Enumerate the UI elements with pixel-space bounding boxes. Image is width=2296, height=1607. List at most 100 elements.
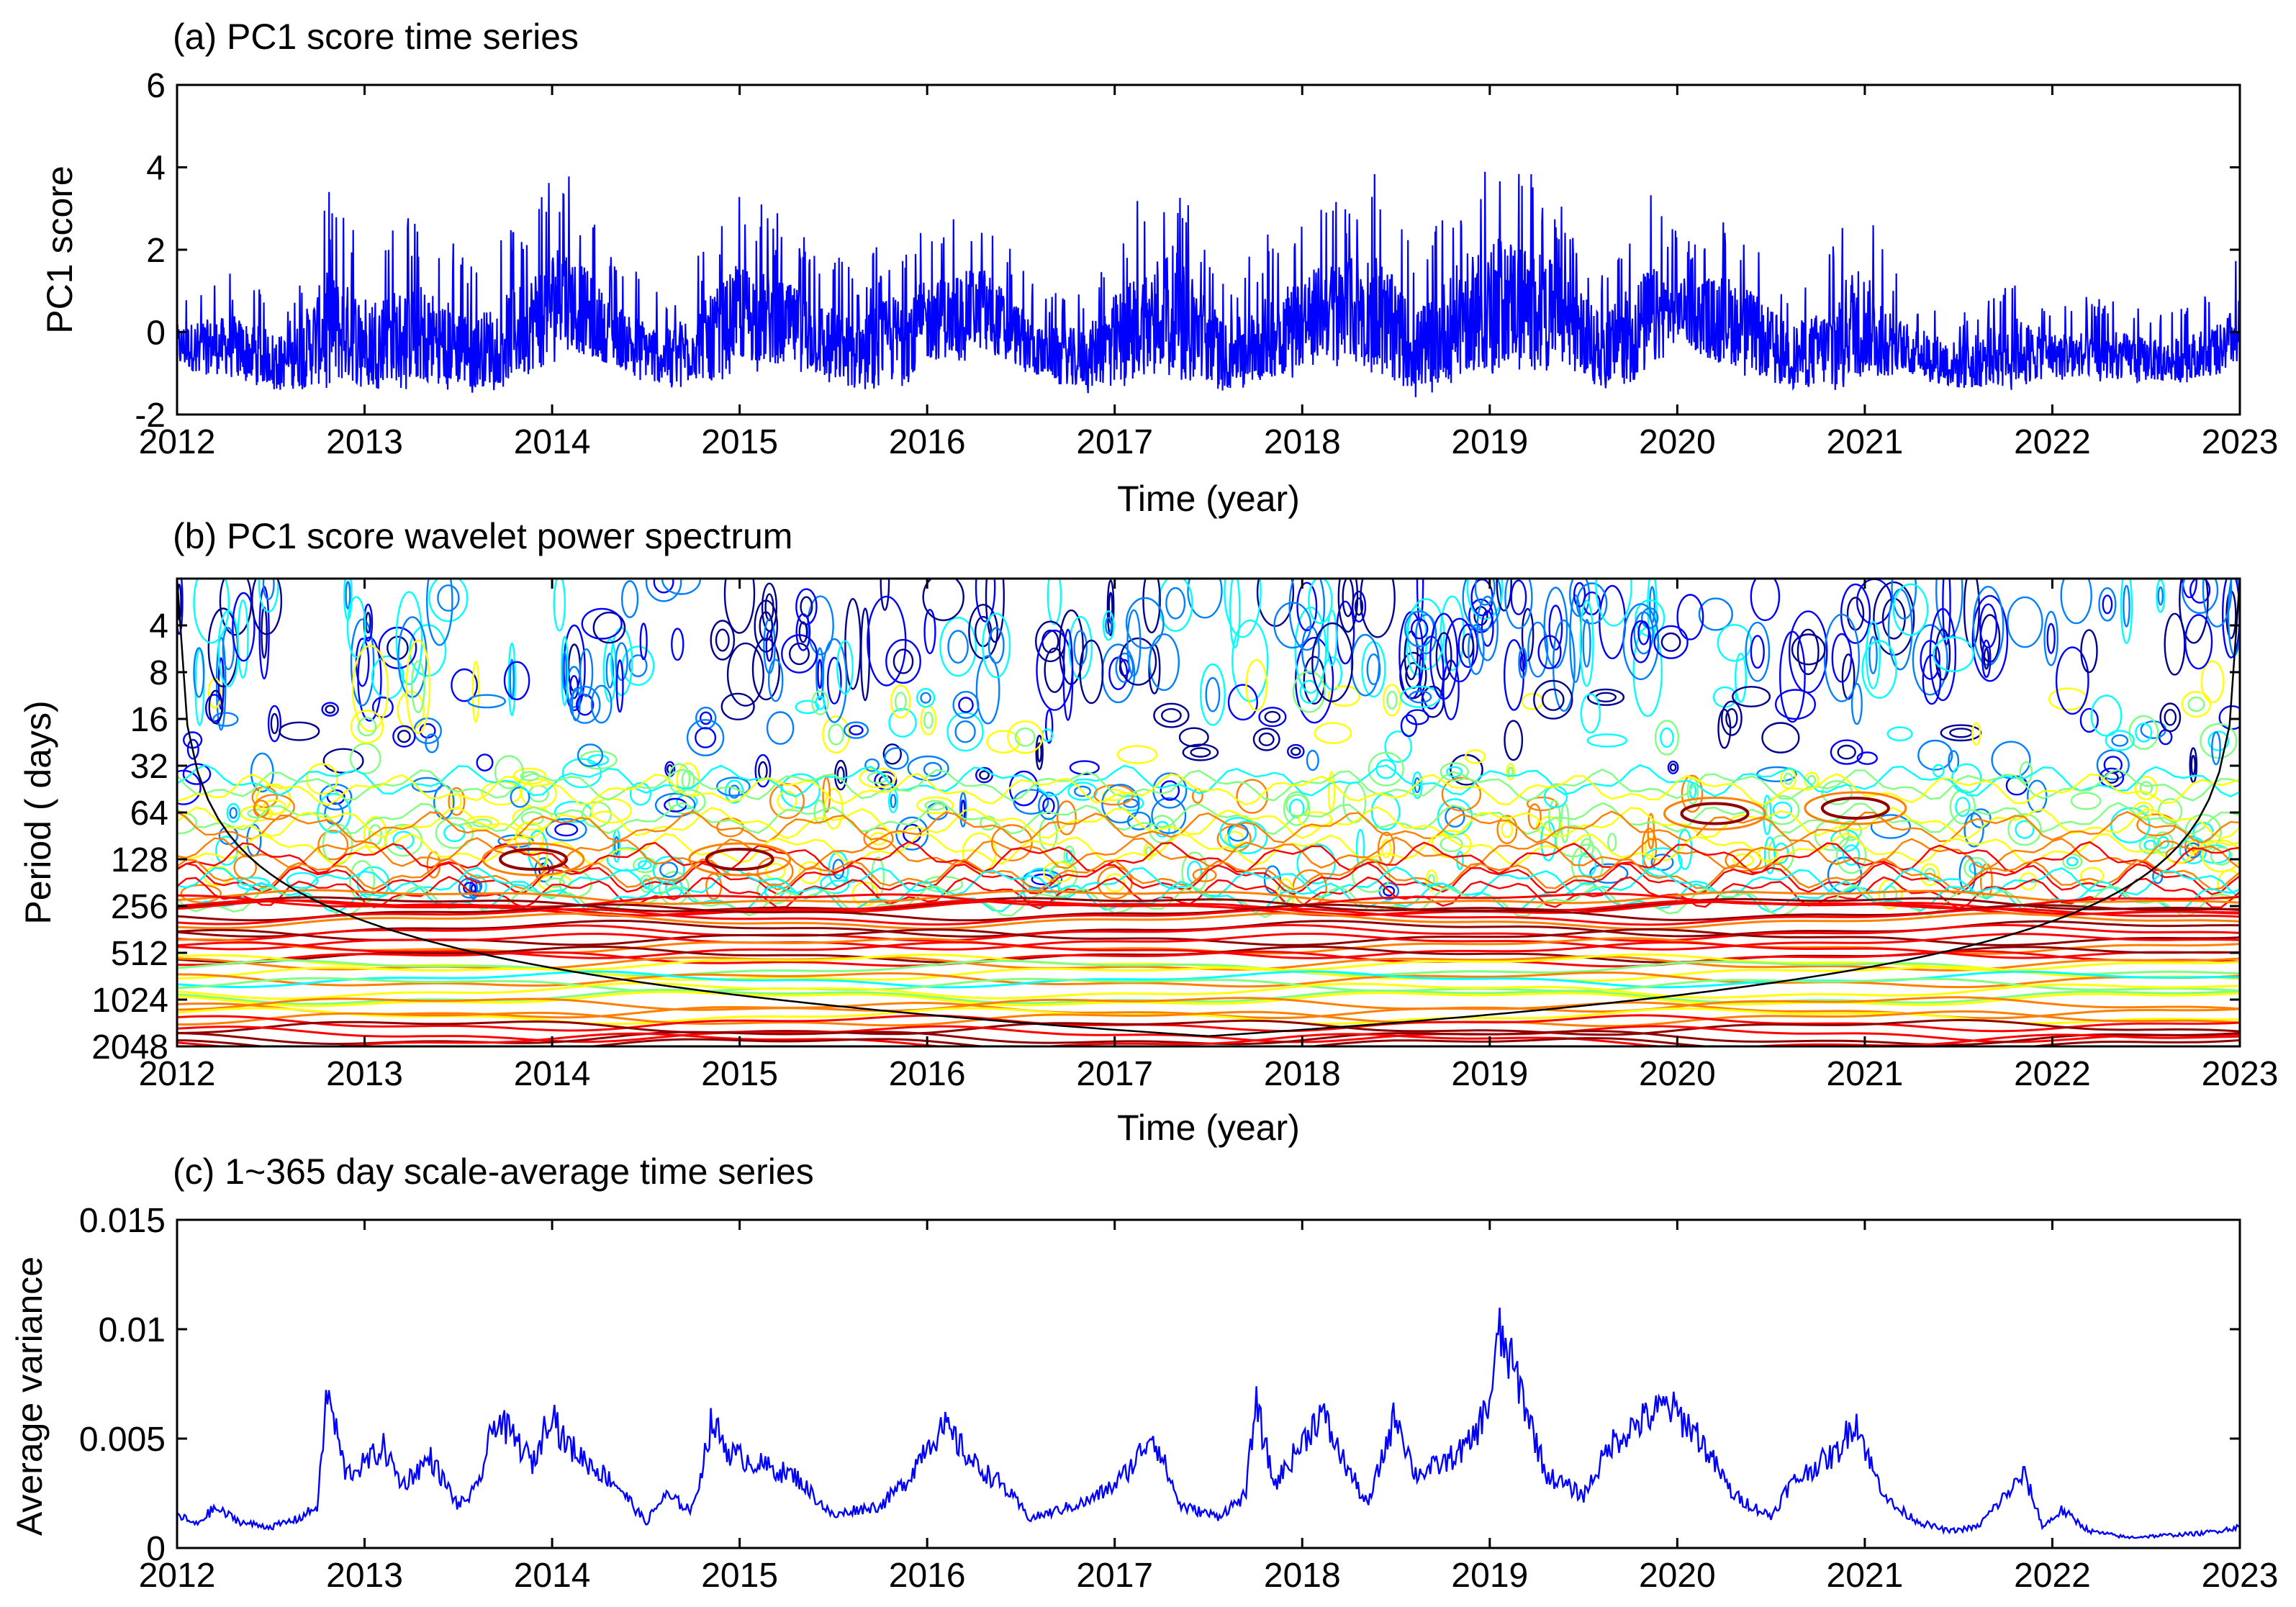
wavelet-contour xyxy=(639,623,648,661)
wavelet-contour xyxy=(1429,612,1459,700)
wavelet-contour xyxy=(653,579,674,594)
panel-c-y-tick-label: 0 xyxy=(146,1530,166,1568)
wavelet-contour xyxy=(1644,836,1654,860)
wavelet-contour xyxy=(1734,653,1747,703)
wavelet-contour xyxy=(614,836,620,856)
wavelet-contour xyxy=(182,763,212,785)
wavelet-contour xyxy=(425,733,439,753)
wavelet-band-contour xyxy=(177,982,2240,1000)
wavelet-band-contour xyxy=(177,966,2240,982)
wavelet-contour xyxy=(1796,628,1820,675)
wavelet-contour xyxy=(2007,813,2042,846)
wavelet-contour xyxy=(710,620,736,661)
wavelet-contour xyxy=(562,651,568,691)
wavelet-contour xyxy=(405,639,431,734)
wavelet-contour xyxy=(350,618,375,707)
wavelet-contour xyxy=(1504,579,1533,630)
wavelet-contour xyxy=(1677,828,1693,870)
wavelet-contour xyxy=(2190,754,2197,776)
wavelet-contour xyxy=(860,607,871,702)
wavelet-contour xyxy=(1104,873,1126,892)
wavelet-contour xyxy=(979,770,990,780)
wavelet-contour xyxy=(1311,622,1354,702)
wavelet-band-contour xyxy=(177,990,2240,1008)
wavelet-contour-line xyxy=(177,773,2240,807)
wavelet-contour xyxy=(1337,579,1359,633)
wavelet-contour xyxy=(1676,594,1704,640)
wavelet-contour xyxy=(1503,639,1524,711)
wavelet-contour xyxy=(798,621,808,643)
wavelet-contour xyxy=(1326,610,1338,666)
wavelet-contour xyxy=(1653,625,1689,659)
panel-b-plot-area xyxy=(177,579,2240,1046)
wavelet-contour xyxy=(1457,623,1478,669)
wavelet-contour xyxy=(1912,624,1948,696)
wavelet-contour xyxy=(769,782,805,819)
wavelet-contour xyxy=(1501,820,1514,838)
wavelet-contour xyxy=(2046,623,2056,654)
wavelet-contour xyxy=(581,607,623,640)
panel-c-frame xyxy=(176,1218,2241,1549)
wavelet-contour xyxy=(411,777,443,793)
wavelet-contour xyxy=(2079,707,2099,733)
wavelet-contour xyxy=(1720,700,1743,736)
wavelet-contour xyxy=(1963,812,1984,848)
wavelet-contour xyxy=(975,655,1000,725)
wavelet-contour xyxy=(1835,836,1867,874)
panel-a-x-tick-label: 2022 xyxy=(2014,423,2091,461)
wavelet-contour xyxy=(1327,685,1360,707)
wavelet-contour xyxy=(1942,579,1951,646)
wavelet-contour xyxy=(795,700,820,715)
wavelet-contour xyxy=(1580,693,1601,734)
wavelet-contour xyxy=(1519,653,1526,672)
wavelet-contour xyxy=(2200,723,2238,759)
wavelet-contour xyxy=(724,779,744,804)
wavelet-contour xyxy=(1101,784,1140,824)
wavelet-contour xyxy=(1589,863,1629,884)
panel-b-x-tick-label: 2018 xyxy=(1264,1055,1341,1093)
panel-c-x-tick-label: 2014 xyxy=(514,1557,591,1595)
wavelet-contour xyxy=(258,579,279,613)
wavelet-contour xyxy=(726,642,764,707)
wavelet-hotspot xyxy=(1680,802,1750,825)
wavelet-contour xyxy=(1761,722,1800,753)
wavelet-contour xyxy=(1659,727,1674,748)
wavelet-contour xyxy=(1698,597,1733,631)
wavelet-contour xyxy=(1161,707,1182,723)
wavelet-contour xyxy=(813,800,826,825)
wavelet-contour xyxy=(2218,705,2240,730)
wavelet-contour xyxy=(286,872,319,889)
panel-a-x-tick-label: 2015 xyxy=(701,423,778,461)
wavelet-contour-line xyxy=(177,857,2240,891)
wavelet-contour xyxy=(2135,723,2153,743)
wavelet-contour xyxy=(428,579,469,623)
wavelet-contour xyxy=(325,705,336,714)
wavelet-contour xyxy=(1264,710,1281,723)
wavelet-contour xyxy=(554,823,579,837)
wavelet-contour xyxy=(1527,803,1542,830)
wavelet-contour xyxy=(1521,607,1535,661)
wavelet-contour xyxy=(476,753,494,772)
pc1-score-line xyxy=(177,171,2240,397)
wavelet-band-contour xyxy=(177,928,2240,946)
wavelet-contour xyxy=(1439,595,1465,671)
wavelet-contour xyxy=(615,659,624,713)
wavelet-contour xyxy=(1294,606,1327,694)
wavelet-contour xyxy=(409,624,447,677)
wavelet-contour xyxy=(1273,602,1312,649)
wavelet-contour xyxy=(2098,587,2117,622)
wavelet-contour xyxy=(1416,579,1424,623)
wavelet-contour xyxy=(1745,621,1771,682)
wavelet-contour xyxy=(458,877,482,899)
wavelet-contour xyxy=(1865,620,1881,689)
wavelet-contour xyxy=(1079,639,1104,705)
wavelet-contour xyxy=(2182,579,2219,614)
wavelet-contour xyxy=(1476,595,1499,661)
wavelet-contour xyxy=(569,675,579,700)
wavelet-contour xyxy=(1526,796,1558,812)
wavelet-contour xyxy=(2005,775,2028,796)
wavelet-contour xyxy=(1650,854,1674,872)
wavelet-contour xyxy=(916,796,954,815)
wavelet-contour xyxy=(1354,597,1364,616)
